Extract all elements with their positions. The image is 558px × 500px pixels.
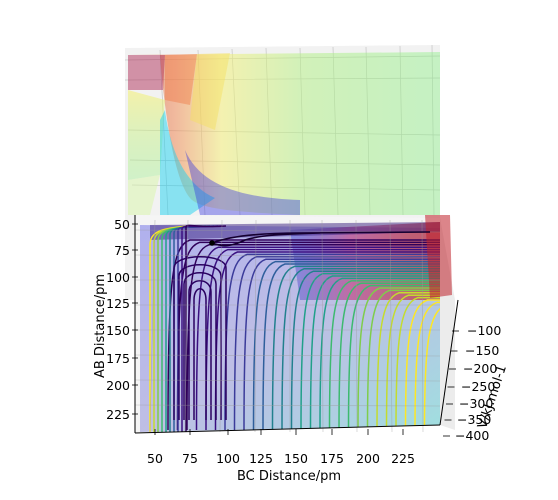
z-tick-label: −200: [463, 361, 497, 376]
x-tick-label: 175: [320, 451, 344, 466]
x-tick-labels: 50 75 100 125 150 175 200 225: [147, 451, 415, 466]
contour-line: [193, 288, 207, 420]
contour-line: [188, 280, 212, 420]
y-tick-label: 125: [106, 296, 130, 311]
contour-line: [243, 258, 440, 431]
contour-line: [185, 224, 227, 432]
contour-line: [252, 260, 440, 431]
y-tick-label: 100: [106, 270, 130, 285]
contour-line: [183, 272, 217, 420]
axes: [134, 215, 459, 434]
y-tick-label: 50: [114, 217, 130, 232]
z-tick-label: −100: [467, 323, 501, 338]
contour-line: [366, 289, 440, 431]
x-tick-label: 75: [182, 451, 198, 466]
y-tick-label: 150: [106, 323, 130, 338]
x-tick-label: 50: [147, 451, 163, 466]
contour-line: [178, 264, 222, 420]
contour-line: [281, 268, 440, 431]
upper-surface: [128, 52, 440, 215]
y-tick-label: 200: [106, 378, 130, 393]
contour-line: [300, 272, 440, 431]
floor-grid: [134, 219, 441, 433]
contour-line: [233, 256, 440, 431]
x-tick-label: 100: [216, 451, 240, 466]
contour-line: [328, 280, 440, 431]
y-tick-label: 175: [106, 351, 130, 366]
x-tick-label: 125: [249, 451, 273, 466]
z-tick-label: −150: [465, 343, 499, 358]
contour-line: [290, 270, 440, 431]
z-tick-labels: −100 −150 −200 −250 −300 −350 −400: [455, 323, 501, 443]
contour-line: [262, 263, 440, 431]
contour-line: [338, 282, 440, 431]
contour-line: [173, 256, 227, 420]
contour-line: [309, 275, 440, 431]
contour-line: [271, 265, 440, 431]
x-tick-label: 225: [391, 451, 415, 466]
x-tick-label: 200: [356, 451, 380, 466]
y-tick-labels: 50 75 100 125 150 175 200 225: [106, 217, 130, 422]
start-point-marker: [209, 240, 215, 246]
x-axis-label: BC Distance/pm: [237, 469, 341, 484]
z-tick-label: −250: [461, 379, 495, 394]
trajectory-path: [211, 231, 431, 247]
contour-line: [414, 301, 440, 431]
contour-line: [195, 246, 440, 431]
y-axis-label: AB Distance/pm: [93, 274, 108, 378]
y-tick-label: 75: [114, 243, 130, 258]
z-tick-label: −400: [455, 428, 489, 443]
contour-line: [347, 284, 440, 431]
tick-marks: [132, 223, 459, 437]
z-tick-label: −350: [457, 412, 491, 427]
contour-field: [140, 222, 440, 432]
x-tick-label: 150: [284, 451, 308, 466]
contour-line: [385, 294, 440, 431]
contour-line: [319, 277, 440, 431]
contour-line: [423, 304, 440, 431]
contour-line: [404, 299, 440, 431]
y-tick-label: 225: [106, 407, 130, 422]
exit-channel-surface: [425, 215, 452, 298]
contour-line: [376, 292, 440, 431]
z-tick-label: −300: [459, 396, 493, 411]
contour-line: [395, 296, 440, 431]
contour-line: [357, 287, 440, 431]
